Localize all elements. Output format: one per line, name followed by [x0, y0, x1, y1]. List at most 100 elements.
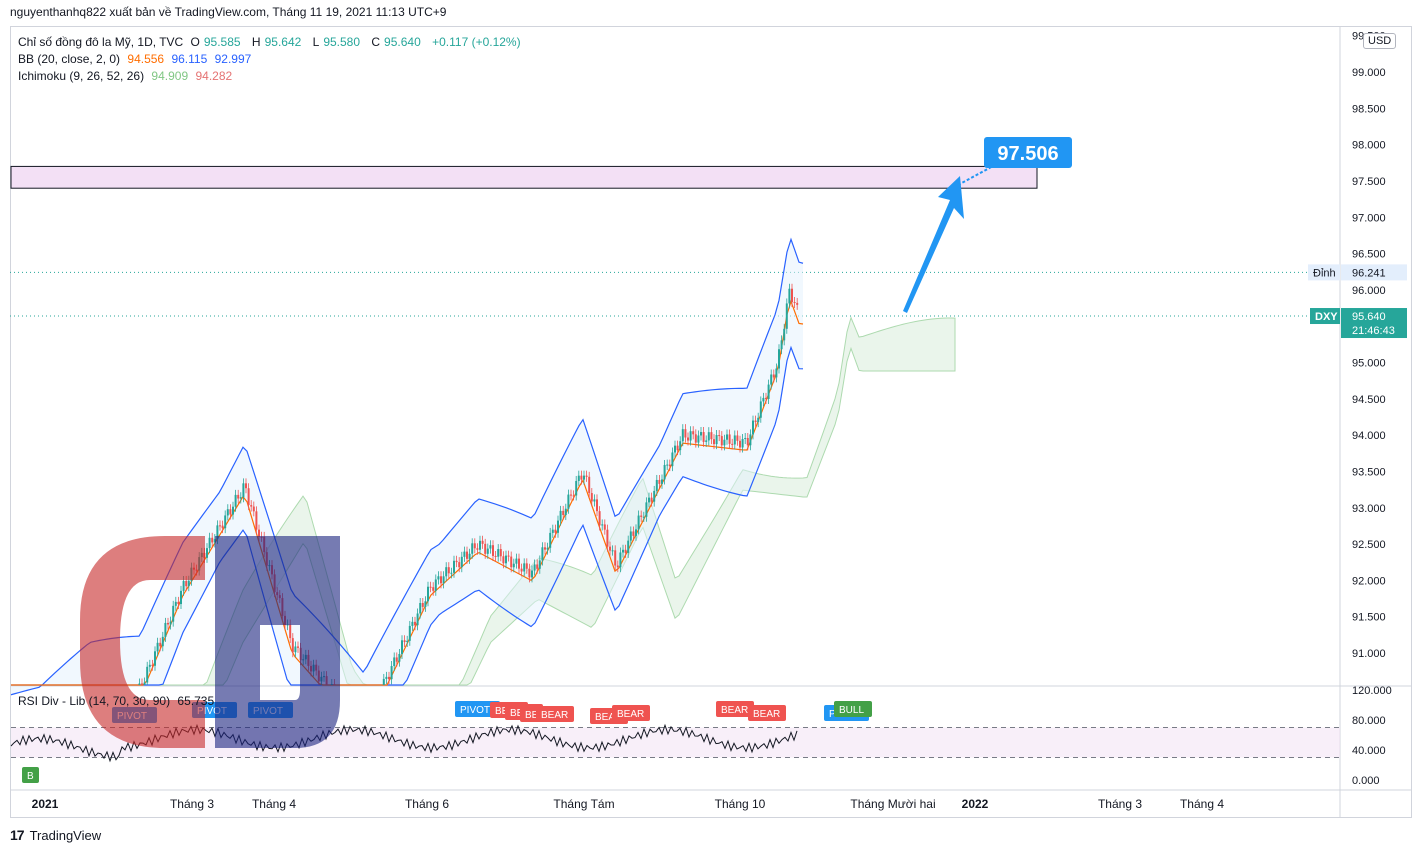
ichimoku-value-2: 94.282 [195, 69, 233, 83]
candle-body [705, 440, 708, 442]
currency-button[interactable]: USD [1363, 33, 1397, 49]
candle-body [559, 510, 562, 521]
price-tick: 91.000 [1352, 648, 1386, 660]
candle-body [489, 545, 492, 549]
change-value: +0.117 (+0.12%) [432, 35, 521, 49]
candle-body [564, 508, 567, 516]
candle-body [590, 493, 593, 502]
candle-body [245, 483, 247, 489]
candle-body [221, 525, 224, 529]
candle-body [252, 506, 255, 512]
footer-brand: TradingView [29, 827, 102, 843]
target-label-box [984, 137, 1072, 168]
candle-body [593, 499, 596, 502]
rsi-legend[interactable]: RSI Div - Lib (14, 70, 30, 90) 65.735 [18, 694, 218, 708]
candle-body [239, 497, 242, 499]
rsi-marker-box [612, 705, 650, 721]
symbol-title: Chỉ số đồng đô la Mỹ, 1D, TVC [18, 35, 184, 49]
tradingview-logo-icon: 17 [10, 827, 25, 843]
candle-body [562, 510, 565, 516]
rsi-marker-label: BEAR [595, 712, 622, 723]
candle-body [159, 642, 162, 647]
candle-body [161, 636, 164, 647]
candle-body [255, 511, 258, 530]
rsi-marker-label: BEAR [617, 709, 644, 720]
candle-body [726, 434, 728, 440]
price-tick: 92.000 [1352, 575, 1386, 587]
open-label: O 95.585 [190, 35, 241, 49]
candle-body [507, 555, 510, 557]
price-tick: 99.000 [1352, 67, 1386, 79]
candle-body [484, 543, 487, 554]
candle-body [437, 576, 440, 580]
candle-body [450, 572, 453, 574]
candle-body [486, 548, 489, 554]
candle-body [172, 605, 175, 622]
candle-body [577, 475, 580, 481]
candle-body [635, 529, 637, 536]
candle-body [754, 420, 757, 423]
bb-lower-value: 92.997 [214, 52, 252, 66]
candle-body [419, 603, 422, 614]
candle-body [242, 483, 245, 498]
candle-body [151, 664, 154, 666]
candle-body [650, 497, 653, 502]
candle-body [390, 666, 393, 680]
price-tick: 95.000 [1352, 358, 1386, 370]
price-tick: 97.000 [1352, 212, 1386, 224]
candle-body [619, 552, 622, 568]
time-tick: Tháng 3 [170, 797, 214, 811]
candle-body [780, 340, 783, 350]
candle-body [138, 683, 141, 685]
candle-body [575, 480, 578, 496]
candle-body [463, 551, 466, 557]
candle-body [518, 558, 520, 569]
candle-body [497, 549, 500, 557]
candle-body [715, 435, 718, 445]
candle-body [453, 560, 455, 573]
candle-body [416, 613, 419, 626]
candle-body [382, 678, 385, 685]
candle-body [141, 683, 143, 685]
candle-body [421, 603, 424, 607]
candle-body [388, 676, 390, 680]
candle-body [536, 564, 539, 569]
candle-body [481, 540, 484, 544]
candle-body [445, 567, 448, 577]
candle-body [544, 547, 546, 550]
candle-body [640, 515, 643, 517]
candle-body [424, 601, 427, 607]
candle-body [473, 543, 476, 549]
bb-legend[interactable]: BB (20, close, 2, 0) 94.556 96.115 92.99… [18, 52, 255, 66]
candle-body [767, 384, 770, 399]
rsi-marker-box [455, 701, 500, 717]
candle-body [447, 567, 450, 574]
candle-body [731, 443, 734, 445]
chart-frame[interactable] [10, 26, 1412, 818]
candle-body [629, 531, 632, 541]
ichimoku-value-1: 94.909 [151, 69, 189, 83]
price-tick: 93.500 [1352, 466, 1386, 478]
watermark-blue-icon [215, 536, 340, 748]
candle-body [596, 499, 598, 512]
candle-body [692, 431, 695, 435]
candle-body [676, 445, 679, 451]
candle-body [502, 556, 505, 564]
target-arrow [903, 176, 964, 313]
candle-body [211, 537, 214, 543]
price-tick: 98.500 [1352, 103, 1386, 115]
time-tick: Tháng 10 [715, 797, 766, 811]
candle-body [286, 624, 289, 626]
candle-body [549, 532, 552, 548]
price-tick: 94.000 [1352, 430, 1386, 442]
candle-body [408, 625, 411, 641]
candle-body [793, 302, 796, 304]
candle-body [554, 529, 557, 533]
candle-body [289, 624, 292, 639]
candle-body [679, 441, 682, 451]
candle-body [143, 682, 146, 685]
candle-body [538, 560, 541, 569]
ichimoku-legend[interactable]: Ichimoku (9, 26, 52, 26) 94.909 94.282 [18, 69, 236, 83]
